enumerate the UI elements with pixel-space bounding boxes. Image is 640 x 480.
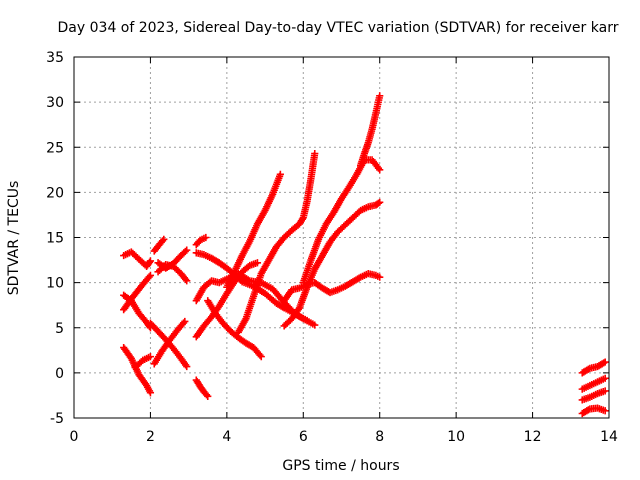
- data-point: [146, 353, 155, 361]
- data-point: [146, 389, 155, 397]
- x-tick-label: 6: [299, 429, 308, 445]
- data-series: [150, 235, 168, 255]
- y-tick-label: 0: [55, 366, 64, 382]
- data-point: [584, 365, 592, 373]
- data-point: [181, 247, 189, 256]
- data-series: [131, 353, 155, 372]
- data-series: [578, 358, 609, 377]
- y-tick-label: 30: [46, 95, 64, 111]
- data-series: [280, 198, 384, 330]
- data-point: [257, 353, 265, 361]
- chart-title: Day 034 of 2023, Sidereal Day-to-day VTE…: [58, 20, 619, 36]
- x-tick-label: 8: [375, 429, 384, 445]
- data-series: [192, 233, 210, 249]
- x-tick-label: 12: [524, 429, 542, 445]
- y-tick-labels: -5 0 5 10 15 20 25 30 35: [46, 50, 64, 427]
- data-point: [584, 406, 592, 414]
- y-tick-label: 15: [46, 231, 64, 247]
- data-point: [601, 387, 609, 395]
- data-point: [376, 166, 384, 174]
- data-point: [145, 273, 153, 281]
- x-tick-label: 14: [600, 429, 618, 445]
- data-point: [145, 258, 154, 266]
- data-point: [202, 391, 211, 399]
- x-tick-labels: 0 2 4 6 8 10 12 14: [70, 429, 618, 445]
- data-point: [311, 321, 319, 329]
- y-tick-label: 10: [46, 276, 64, 292]
- data-series: [299, 156, 384, 287]
- y-tick-label: -5: [50, 411, 64, 427]
- data-point: [311, 149, 319, 158]
- data-series: [578, 404, 609, 418]
- data-series: [578, 387, 609, 404]
- data-point: [376, 92, 384, 100]
- plot-frame: [73, 56, 610, 419]
- data-series: [234, 149, 319, 336]
- data-point: [181, 275, 190, 283]
- data-point: [160, 235, 168, 243]
- data-point: [158, 237, 167, 245]
- data-point: [601, 374, 609, 382]
- y-axis-label: SDTVAR / TECUs: [6, 181, 22, 296]
- data-point: [376, 198, 384, 206]
- y-tick-label: 35: [46, 50, 64, 66]
- data-series: [192, 376, 212, 400]
- x-tick-label: 2: [146, 429, 155, 445]
- data-series: [578, 374, 609, 393]
- data-series: [204, 297, 265, 361]
- x-tick-label: 4: [222, 429, 231, 445]
- data-series: [223, 170, 284, 291]
- data-point: [256, 351, 264, 359]
- data-point: [601, 358, 609, 366]
- data-point: [179, 319, 188, 327]
- grid: [74, 57, 609, 418]
- data-point: [374, 199, 383, 207]
- data-series: [357, 92, 384, 169]
- data-point: [202, 233, 210, 242]
- data-series: [154, 260, 191, 285]
- x-tick-label: 10: [447, 429, 465, 445]
- y-tick-label: 25: [46, 140, 64, 156]
- data-point: [601, 407, 609, 415]
- x-tick-label: 0: [70, 429, 79, 445]
- data-point: [183, 277, 191, 285]
- data-point: [298, 215, 306, 223]
- data-point: [183, 246, 191, 254]
- y-tick-label: 5: [55, 321, 64, 337]
- data-point: [600, 359, 608, 367]
- data-series: [150, 317, 189, 368]
- data-points: [120, 92, 609, 418]
- data-point: [146, 257, 155, 265]
- data-series: [120, 344, 155, 397]
- data-point: [181, 317, 189, 326]
- data-series: [120, 248, 155, 270]
- data-point: [253, 259, 262, 267]
- data-series: [280, 270, 384, 305]
- data-point: [276, 170, 284, 178]
- x-axis-label: GPS time / hours: [282, 458, 399, 474]
- data-point: [376, 273, 384, 281]
- y-tick-label: 20: [46, 185, 64, 201]
- data-point: [204, 392, 212, 400]
- data-point: [146, 271, 155, 280]
- data-point: [183, 362, 191, 371]
